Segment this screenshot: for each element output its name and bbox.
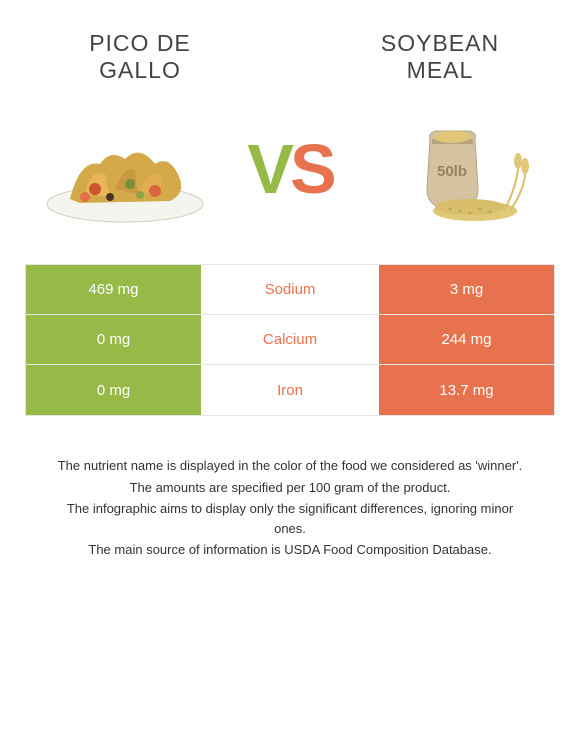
vs-s: S xyxy=(290,129,333,209)
images-row: VS 50lb xyxy=(20,104,560,234)
table-row: 469 mgSodium3 mg xyxy=(26,265,554,315)
svg-text:50lb: 50lb xyxy=(437,163,467,180)
food-right-image: 50lb xyxy=(370,104,540,234)
cell-left-value: 0 mg xyxy=(26,365,201,415)
cell-right-value: 3 mg xyxy=(379,265,554,314)
cell-right-value: 13.7 mg xyxy=(379,365,554,415)
header: Pico de Gallo Soybean meal xyxy=(20,30,560,84)
cell-right-value: 244 mg xyxy=(379,315,554,364)
food-left-title: Pico de Gallo xyxy=(50,30,230,84)
food-left-image xyxy=(40,104,210,234)
footer-line: The main source of information is USDA F… xyxy=(50,540,530,560)
footer-line: The nutrient name is displayed in the co… xyxy=(50,456,530,476)
vs-label: VS xyxy=(247,129,332,209)
table-row: 0 mgCalcium244 mg xyxy=(26,315,554,365)
cell-nutrient-label: Sodium xyxy=(201,265,379,314)
table-row: 0 mgIron13.7 mg xyxy=(26,365,554,415)
cell-nutrient-label: Iron xyxy=(201,365,379,415)
vs-v: V xyxy=(247,129,290,209)
cell-left-value: 469 mg xyxy=(26,265,201,314)
footer-notes: The nutrient name is displayed in the co… xyxy=(20,456,560,560)
food-right-title: Soybean meal xyxy=(350,30,530,84)
comparison-table: 469 mgSodium3 mg0 mgCalcium244 mg0 mgIro… xyxy=(25,264,555,416)
footer-line: The amounts are specified per 100 gram o… xyxy=(50,478,530,498)
footer-line: The infographic aims to display only the… xyxy=(50,499,530,538)
cell-nutrient-label: Calcium xyxy=(201,315,379,364)
cell-left-value: 0 mg xyxy=(26,315,201,364)
